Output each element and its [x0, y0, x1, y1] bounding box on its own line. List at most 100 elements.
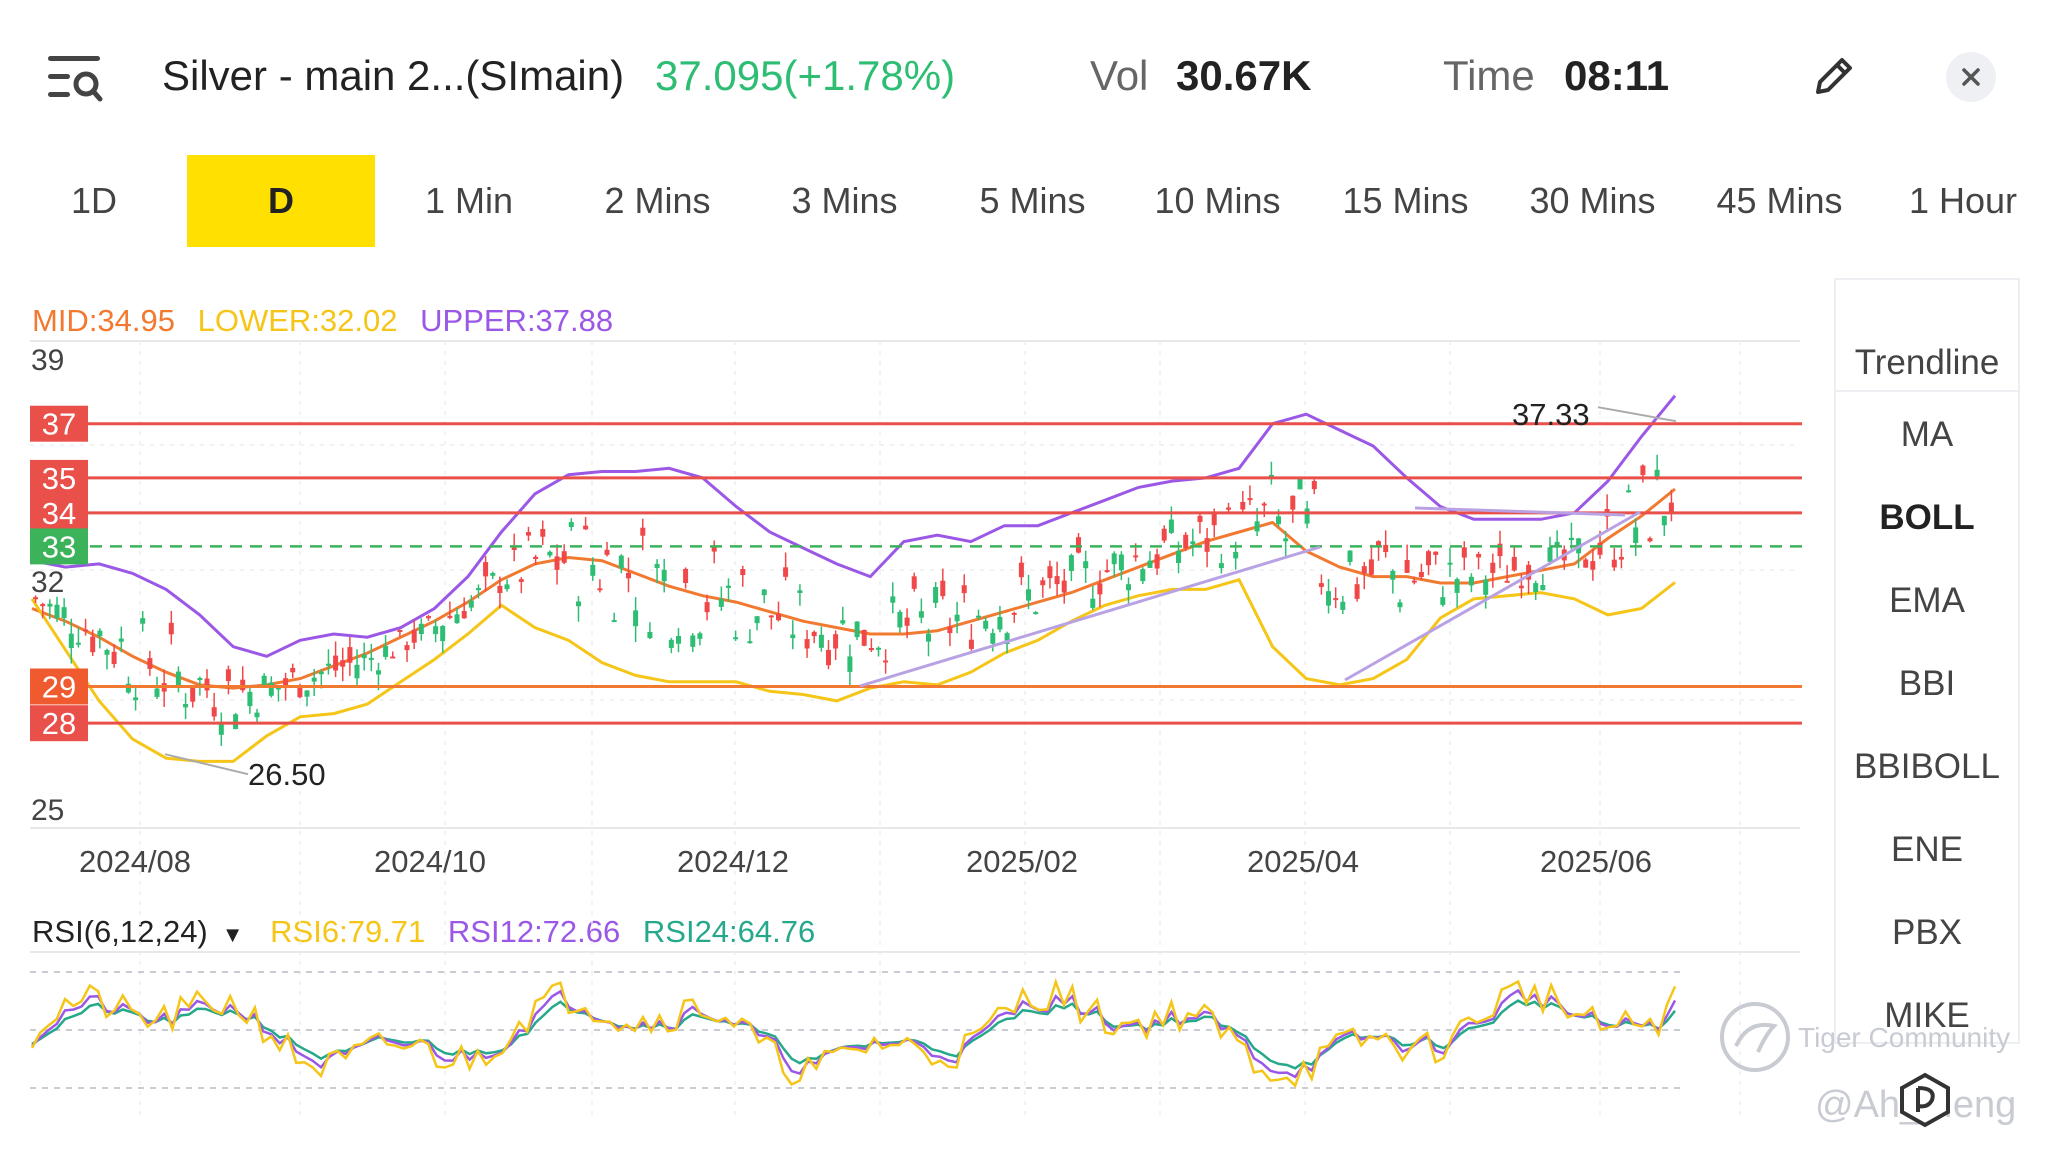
indicator-pbx[interactable]: PBX: [1891, 913, 1963, 952]
candle-body: [104, 650, 110, 655]
indicator-ma[interactable]: MA: [1900, 415, 1954, 454]
candle-body: [83, 629, 89, 632]
candle-body: [611, 620, 617, 623]
candle-body: [447, 615, 453, 618]
tab-d[interactable]: D: [187, 155, 375, 247]
y-axis-tick: 39: [31, 344, 64, 377]
indicator-trendline[interactable]: Trendline: [1854, 343, 2000, 382]
candle-body: [1004, 633, 1010, 644]
tab-1-min[interactable]: 1 Min: [424, 180, 514, 221]
trendline: [1414, 506, 1626, 517]
x-axis-tick: 2025/04: [1247, 844, 1359, 879]
tab-3-mins[interactable]: 3 Mins: [791, 180, 898, 221]
candle-body: [1468, 576, 1474, 586]
triangle-down-icon[interactable]: ▼: [221, 922, 244, 947]
candle-body: [1461, 547, 1467, 558]
candle-body: [347, 647, 353, 663]
candle-body: [1504, 580, 1510, 583]
candle-body: [976, 615, 981, 618]
candle-body: [1447, 562, 1453, 565]
menu-search-icon[interactable]: [44, 52, 104, 108]
tab-45-mins[interactable]: 45 Mins: [1716, 180, 1843, 221]
candle-body: [1204, 538, 1210, 552]
tab-10-mins[interactable]: 10 Mins: [1154, 180, 1281, 221]
candle-body: [1290, 495, 1296, 510]
rsi-selector[interactable]: RSI(6,12,24): [32, 914, 208, 949]
indicator-panel: Trendline MA BOLL EMA BBI BBIBOLL ENE PB…: [1834, 278, 2020, 1044]
candle-body: [1497, 543, 1503, 557]
indicator-bbiboll[interactable]: BBIBOLL: [1854, 747, 2000, 786]
close-icon[interactable]: [1946, 52, 1996, 102]
indicator-ene[interactable]: ENE: [1891, 830, 1963, 869]
candle-body: [133, 697, 139, 701]
candle-body: [297, 685, 303, 698]
candle-body: [826, 650, 831, 666]
candle-body: [1661, 515, 1667, 526]
candle-body: [1276, 516, 1281, 525]
indicator-boll[interactable]: BOLL: [1879, 498, 1975, 537]
candle-body: [426, 616, 431, 619]
candle-body: [1147, 560, 1153, 568]
candle-body: [833, 634, 839, 649]
low-annotation: 26.50: [248, 757, 326, 792]
candle-body: [726, 585, 731, 588]
candle-body: [1340, 601, 1346, 610]
tab-30-mins[interactable]: 30 Mins: [1529, 180, 1656, 221]
candle-body: [197, 678, 203, 680]
tab-5-mins[interactable]: 5 Mins: [979, 180, 1086, 221]
candle-body: [490, 573, 496, 576]
candle-body: [1626, 490, 1632, 493]
tab-1d[interactable]: 1D: [70, 180, 118, 221]
candle-body: [1433, 551, 1439, 555]
candle-body: [483, 562, 489, 577]
rsi6-value: RSI6:79.71: [270, 914, 426, 949]
indicator-mike[interactable]: MIKE: [1884, 996, 1970, 1035]
timeframe-tabs: 1D D 1 Min 2 Mins 3 Mins 5 Mins 10 Mins …: [0, 155, 2048, 247]
candle-body: [318, 671, 324, 675]
candle-body: [304, 690, 310, 697]
tab-2-mins[interactable]: 2 Mins: [604, 180, 711, 221]
candle-body: [926, 633, 931, 642]
time-label: Time: [1443, 52, 1535, 99]
candle-body: [40, 604, 46, 607]
candle-body: [818, 634, 824, 648]
candle-body: [461, 611, 467, 619]
price-level-label: 29: [42, 670, 76, 705]
indicator-ema[interactable]: EMA: [1889, 581, 1965, 620]
candle-body: [454, 614, 460, 624]
candle-body: [1640, 465, 1646, 476]
panel-divider: [1836, 390, 2018, 392]
tab-1-hour[interactable]: 1 Hour: [1908, 180, 2018, 221]
candle-body: [804, 639, 810, 649]
candle-body: [154, 688, 160, 697]
candle-body: [1161, 528, 1167, 541]
candle-body: [997, 616, 1003, 630]
candle-body: [1197, 515, 1203, 522]
candle-body: [547, 551, 553, 556]
candle-body: [33, 597, 39, 600]
candle-body: [504, 584, 510, 590]
boll-mid-value: MID:34.95: [32, 303, 176, 338]
candle-body: [175, 671, 181, 687]
price-level-label: 37: [42, 407, 76, 442]
candle-body: [1647, 538, 1653, 542]
watermark-community: Tiger Community: [1798, 1022, 2011, 1053]
candle-body: [1304, 508, 1310, 524]
tab-15-mins[interactable]: 15 Mins: [1342, 180, 1469, 221]
pencil-icon[interactable]: [1808, 52, 1858, 102]
candle-body: [540, 529, 546, 537]
indicator-bbi[interactable]: BBI: [1898, 664, 1956, 703]
candle-body: [168, 622, 174, 635]
candle-body: [847, 656, 853, 672]
instrument-title[interactable]: Silver - main 2...(SImain): [162, 52, 625, 99]
candle-body: [68, 633, 74, 648]
candle-body: [1654, 469, 1660, 478]
candle-body: [1418, 572, 1424, 577]
candle-body: [754, 616, 760, 624]
candle-body: [1361, 566, 1367, 574]
candle-body: [326, 663, 331, 666]
candle-body: [1040, 580, 1046, 586]
candle-body: [583, 525, 589, 530]
candle-body: [254, 712, 260, 718]
